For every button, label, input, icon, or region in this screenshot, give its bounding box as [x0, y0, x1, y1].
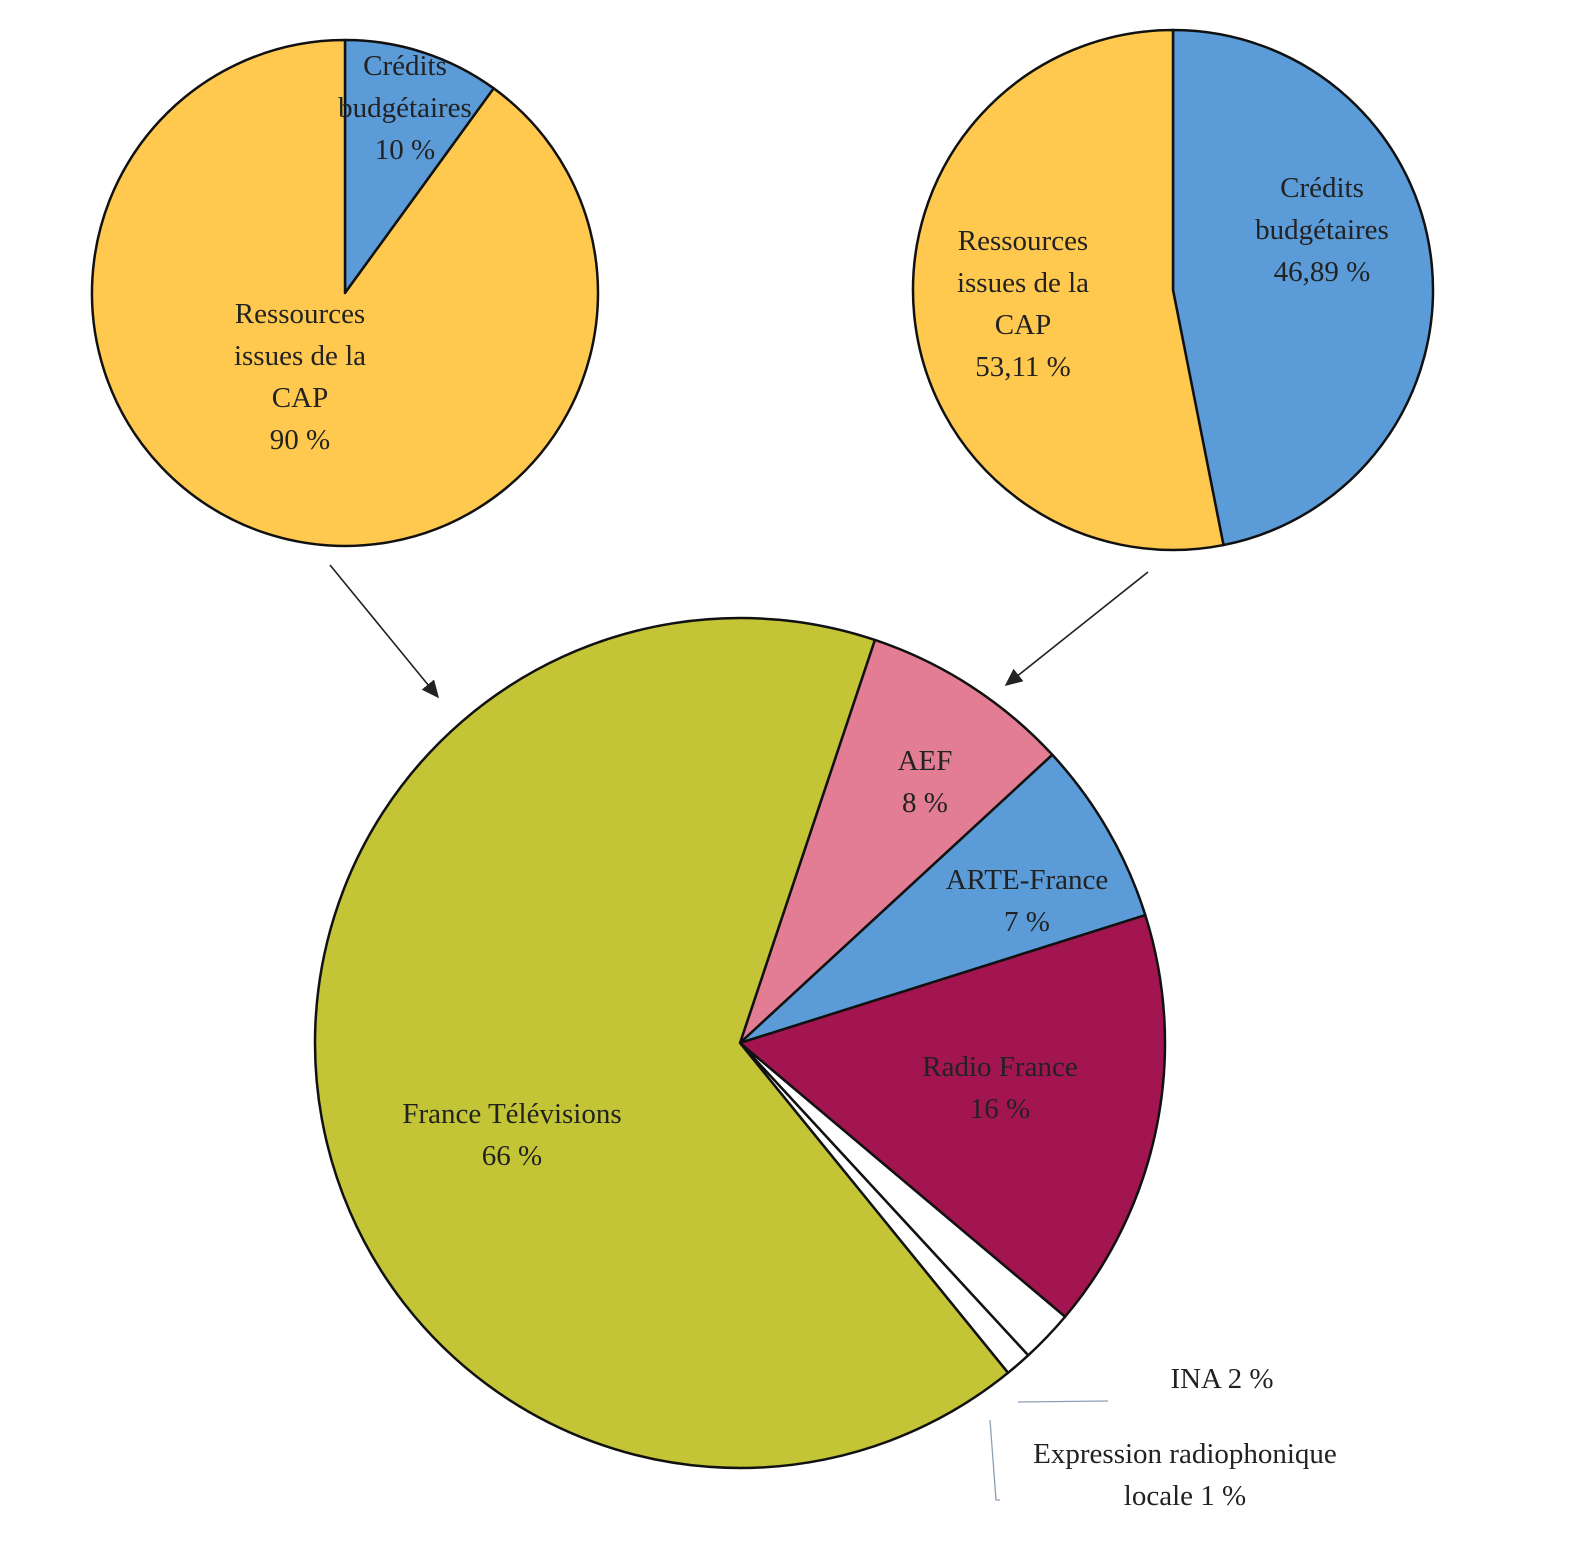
allocation-label-4: Expression radiophonique locale 1 %	[1033, 1438, 1337, 1512]
slice-value-label: 16 %	[970, 1093, 1030, 1125]
expression-leader-line	[989, 1419, 1000, 1501]
allocation-label-2: Radio France 16 %	[922, 1051, 1077, 1125]
arrow-right	[1004, 571, 1149, 686]
slice-label-line: Expression radiophonique	[1033, 1438, 1337, 1470]
allocation-slice-5	[313, 616, 1010, 1470]
slice-value-label: 53,11 %	[975, 351, 1071, 383]
slice-value-label: 90 %	[270, 424, 330, 456]
allocation-slice-1	[738, 753, 1147, 1045]
slice-label-line: budgétaires	[338, 92, 472, 124]
slice-label-line: CAP	[272, 382, 328, 414]
allocation-slice-0	[738, 638, 1054, 1045]
slice-value-label: 66 %	[482, 1140, 542, 1172]
slice-label-line: Crédits	[1280, 172, 1364, 204]
allocation-label-3: INA 2 %	[1170, 1363, 1273, 1395]
slice-value-label: 8 %	[902, 787, 948, 819]
slice-label-line: Radio France	[922, 1051, 1077, 1083]
slice-label-line: budgétaires	[1255, 214, 1389, 246]
funding-right-slice-1	[911, 28, 1225, 552]
allocation-label-0: AEF 8 %	[898, 745, 953, 819]
slice-label-line: Ressources	[235, 298, 365, 330]
allocation-slice-2	[738, 913, 1167, 1318]
slice-label-line: Ressources	[958, 225, 1088, 257]
slice-label-line: issues de la	[234, 340, 366, 372]
ina-leader-line	[1017, 1400, 1109, 1403]
arrow-left	[329, 564, 440, 699]
slice-label-line: locale 1 %	[1124, 1480, 1246, 1512]
funding-right-label-0: Crédits budgétaires 46,89 %	[1255, 172, 1389, 288]
slice-value-label: 10 %	[375, 134, 435, 166]
slice-value-label: 46,89 %	[1274, 256, 1371, 288]
slice-label-line: ARTE-France	[946, 864, 1109, 896]
funding-left-label-1: Ressources issues de la CAP 90 %	[234, 298, 366, 456]
allocation-label-1: ARTE-France 7 %	[946, 864, 1109, 938]
slice-label-line: CAP	[995, 309, 1051, 341]
funding-left-slice-0	[343, 38, 495, 295]
slice-label-line: INA 2 %	[1170, 1363, 1273, 1395]
funding-right-label-1: Ressources issues de la CAP 53,11 %	[957, 225, 1089, 383]
funding-right-slice-0	[1171, 28, 1435, 547]
slice-label-line: issues de la	[957, 267, 1089, 299]
slice-value-label: 7 %	[1004, 906, 1050, 938]
funding-left-slice-1	[90, 38, 600, 548]
slice-label-line: AEF	[898, 745, 953, 777]
slice-label-line: Crédits	[363, 50, 447, 82]
allocation-label-5: France Télévisions 66 %	[402, 1098, 621, 1172]
slice-label-line: France Télévisions	[402, 1098, 621, 1130]
funding-left-label-0: Crédits budgétaires 10 %	[338, 50, 472, 166]
